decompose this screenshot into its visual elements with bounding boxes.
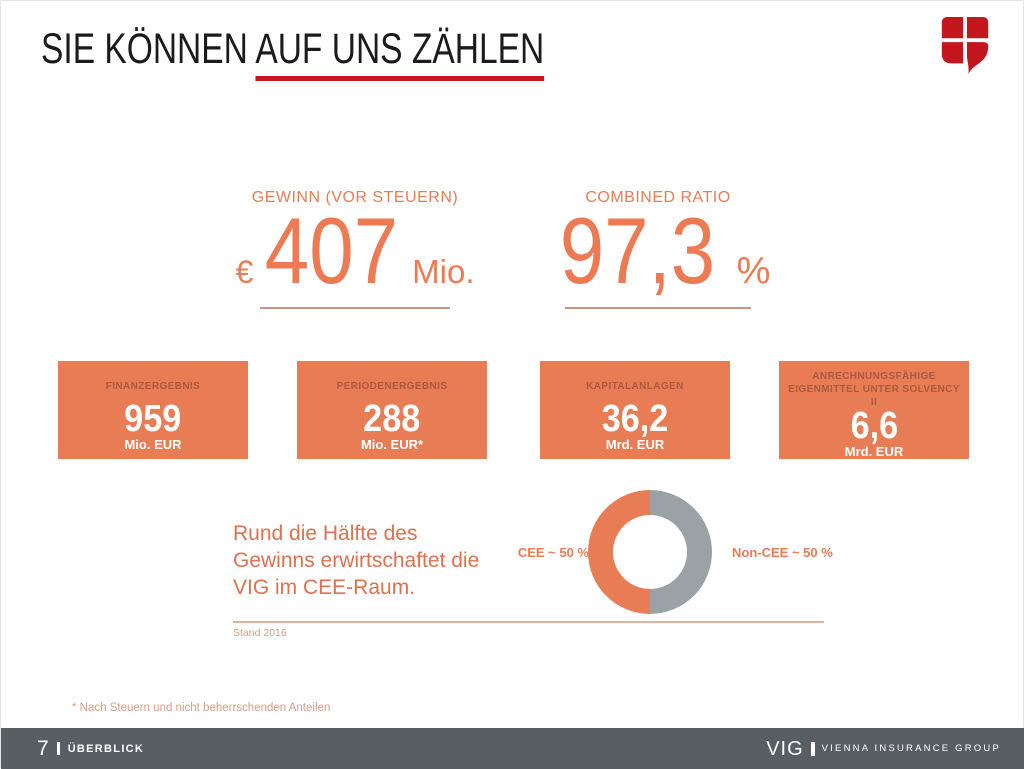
cee-note-line: Gewinns erwirtschaftet die bbox=[233, 549, 480, 572]
kpi-value: 36,2 bbox=[601, 398, 669, 440]
stat-gewinn-value-row: € 407 Mio. bbox=[229, 198, 481, 303]
stat-gewinn-heading: GEWINN (VOR STEUERN) bbox=[251, 189, 459, 206]
kpi-value: 959 bbox=[124, 398, 182, 440]
brand-suffix: VIENNA INSURANCE GROUP bbox=[821, 743, 1001, 754]
brand-name: VIG bbox=[766, 737, 804, 760]
euro-symbol: € bbox=[235, 254, 254, 290]
section-divider bbox=[233, 621, 824, 623]
kpi-label: PERIODENERGEBNIS bbox=[336, 380, 448, 392]
page-number: 7 bbox=[37, 737, 49, 760]
cee-note-line: VIG im CEE-Raum. bbox=[233, 576, 416, 599]
stat-combined-ratio-value: 97,3 bbox=[559, 198, 715, 303]
stat-gewinn-underline bbox=[260, 307, 450, 309]
stat-gewinn: GEWINN (VOR STEUERN) € 407 Mio. bbox=[229, 189, 481, 309]
footer-right: VIG VIENNA INSURANCE GROUP bbox=[766, 739, 1001, 759]
donut-label-cee: CEE ~ 50 % bbox=[517, 545, 589, 560]
kpi-box-kapitalanlagen: KAPITALANLAGEN 36,2 Mrd. EUR bbox=[540, 361, 730, 459]
stat-combined-ratio-value-row: 97,3 % bbox=[544, 198, 772, 303]
stat-combined-ratio-underline bbox=[565, 307, 751, 309]
stat-combined-ratio: COMBINED RATIO 97,3 % bbox=[544, 189, 772, 309]
cee-note-line: Rund die Hälfte des bbox=[233, 522, 418, 545]
stat-gewinn-suffix: Mio. bbox=[412, 253, 475, 290]
footer-bar: 7 ÜBERBLICK VIG VIENNA INSURANCE GROUP bbox=[1, 728, 1024, 769]
page-title: SIE KÖNNEN AUF UNS ZÄHLEN bbox=[41, 25, 545, 81]
title-plain: SIE KÖNNEN bbox=[41, 25, 256, 73]
kpi-unit: Mrd. EUR bbox=[844, 444, 904, 459]
donut-label-noncee: Non-CEE ~ 50 % bbox=[732, 545, 833, 560]
kpi-box-periodenergebnis: PERIODENERGEBNIS 288 Mio. EUR* bbox=[297, 361, 487, 459]
vig-logo-icon bbox=[941, 16, 989, 74]
footer-left: 7 ÜBERBLICK bbox=[37, 738, 144, 759]
kpi-label: FINANZERGEBNIS bbox=[105, 380, 201, 392]
title-underlined: AUF UNS ZÄHLEN bbox=[255, 25, 545, 81]
kpi-unit: Mio. EUR bbox=[124, 437, 182, 452]
separator-bar bbox=[56, 742, 60, 755]
percent-symbol: % bbox=[736, 250, 771, 292]
kpi-unit: Mrd. EUR bbox=[605, 437, 665, 452]
kpi-label: ANRECHNUNGSFÄHIGE EIGENMITTEL UNTER SOLV… bbox=[788, 371, 960, 408]
kpi-box-finanzergebnis: FINANZERGEBNIS 959 Mio. EUR bbox=[58, 361, 248, 459]
stat-combined-ratio-heading: COMBINED RATIO bbox=[585, 189, 731, 206]
stand-date: Stand 2016 bbox=[233, 627, 287, 639]
stat-gewinn-value: 407 bbox=[265, 198, 399, 303]
kpi-box-eigenmittel: ANRECHNUNGSFÄHIGE EIGENMITTEL UNTER SOLV… bbox=[779, 361, 969, 459]
kpi-label: KAPITALANLAGEN bbox=[586, 380, 684, 392]
kpi-unit: Mio. EUR* bbox=[360, 437, 424, 452]
kpi-value: 288 bbox=[363, 398, 421, 440]
kpi-value: 6,6 bbox=[850, 405, 898, 447]
cee-note: Rund die Hälfte des Gewinns erwirtschaft… bbox=[233, 520, 483, 601]
section-name: ÜBERBLICK bbox=[67, 742, 145, 755]
footnote: * Nach Steuern und nicht beherrschenden … bbox=[72, 702, 331, 714]
donut-chart bbox=[588, 490, 712, 614]
separator-bar bbox=[810, 741, 815, 756]
